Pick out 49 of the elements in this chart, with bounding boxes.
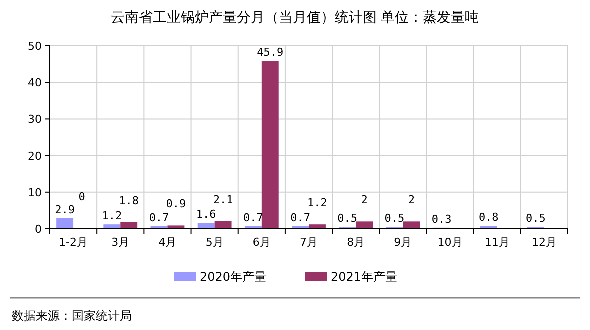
bar (309, 224, 326, 229)
legend-label: 2020年产量 (200, 270, 267, 284)
bar (104, 224, 121, 229)
data-label: 0.7 (290, 211, 310, 224)
source-note: 数据来源：国家统计局 (12, 309, 132, 323)
data-label: 45.9 (257, 46, 284, 60)
bar (214, 221, 232, 229)
data-label: 1.8 (119, 194, 140, 208)
data-label: 2 (408, 194, 415, 207)
x-tick-label: 10月 (438, 236, 463, 249)
data-label: 0.3 (432, 212, 452, 226)
x-tick-label: 11月 (484, 236, 510, 249)
data-label: 0.5 (384, 212, 405, 226)
bar (168, 226, 185, 229)
data-label: 1.2 (308, 196, 328, 210)
bar (356, 222, 374, 229)
bar (198, 223, 215, 229)
bar (120, 222, 138, 229)
data-label: 1.2 (102, 210, 122, 223)
y-tick-label: 40 (28, 76, 42, 90)
y-tick-label: 50 (28, 40, 42, 53)
chart-title: 云南省工业锅炉产量分月（当月值）统计图 单位：蒸发量吨 (110, 10, 480, 26)
x-tick-label: 4月 (158, 236, 177, 249)
x-tick-label: 12月 (532, 236, 557, 249)
y-tick-label: 20 (28, 150, 42, 163)
data-label: 2.1 (213, 193, 234, 206)
bar (56, 218, 74, 229)
data-label: 0.8 (478, 211, 499, 224)
x-tick-label: 8月 (347, 236, 366, 249)
bar (403, 222, 420, 229)
x-tick-label: 6月 (252, 236, 271, 249)
x-tick-label: 9月 (394, 236, 412, 249)
bar (262, 61, 279, 229)
x-tick-label: 7月 (300, 236, 318, 249)
data-label: 0.5 (338, 212, 358, 226)
legend-label: 2021年产量 (331, 270, 398, 284)
x-tick-label: 5月 (206, 236, 224, 249)
y-tick-label: 30 (28, 113, 42, 126)
data-label: 2 (361, 194, 368, 207)
data-label: 0.9 (166, 198, 186, 211)
x-tick-label: 3月 (112, 236, 130, 249)
x-tick-label: 1-2月 (59, 236, 88, 249)
data-label: 0.7 (149, 211, 170, 224)
data-label: 0.5 (526, 212, 546, 226)
data-label: 2.9 (55, 203, 76, 216)
data-label: 0 (78, 190, 86, 204)
y-tick-label: 10 (28, 186, 42, 200)
data-label: 1.6 (196, 208, 216, 222)
y-tick-label: 0 (35, 223, 42, 236)
